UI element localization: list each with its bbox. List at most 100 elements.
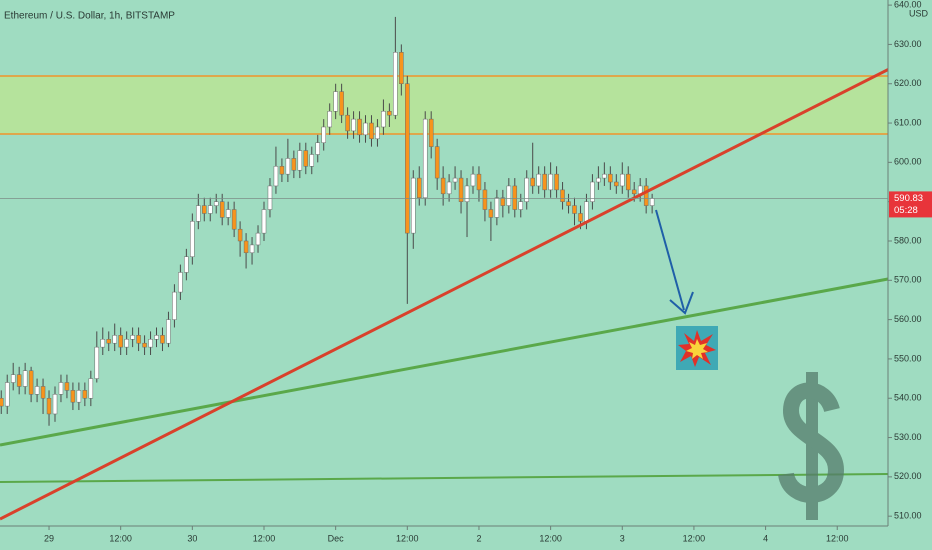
arrow-shaft [655,209,685,311]
explosion-core [686,339,708,359]
candle-body [596,177,601,183]
candle-body [381,111,386,128]
candle-body [584,201,589,222]
candle-body [76,390,82,403]
candle-body [70,390,76,403]
candle-body [578,213,583,222]
candle-body [375,126,380,140]
x-tick-label: 12:00 [826,533,849,543]
candle-body [243,240,249,254]
y-tick-label: 620.00 [894,78,922,88]
y-tick-label: 520.00 [894,471,922,481]
y-tick-label: 540.00 [894,393,922,403]
y-tick-label: 530.00 [894,432,922,442]
candle-body [16,374,22,387]
candle-body [536,173,541,187]
arrow-head [669,291,694,315]
candle-body [255,232,261,246]
candle-body [548,173,553,191]
candle-body [572,205,577,214]
candle-body [0,397,4,407]
candle-body [339,91,344,116]
candle-body [363,122,368,136]
candle-body [625,173,631,191]
candle-body [166,319,171,344]
y-tick-label: 580.00 [894,235,922,245]
x-tick-label: 29 [44,533,54,543]
candle-body [273,166,279,187]
y-tick-label: 570.00 [894,275,922,285]
candle-body [303,150,309,167]
candle-body [88,378,94,399]
candle-body [124,339,129,348]
candle-body [190,221,195,257]
candle-body [369,122,374,140]
lower-trendline [0,473,889,483]
candle-body [160,335,165,344]
candle-body [470,173,476,187]
x-tick-label: 2 [476,533,481,543]
y-tick-label: 560.00 [894,314,922,324]
candle-body [416,177,422,198]
x-tick-label: 4 [763,533,768,543]
candle-body [237,228,243,242]
candle-body [452,177,458,183]
candle-body [208,205,213,214]
candle-body [82,390,88,399]
candle-body [196,205,201,222]
chart-title: Ethereum / U.S. Dollar, 1h, BITSTAMP [4,11,175,22]
candle-body [422,118,428,198]
candle-body [309,154,315,167]
candle-body [178,272,183,293]
y-tick-label: 550.00 [894,353,922,363]
x-tick-label: 30 [187,533,197,543]
resistance-zone [0,76,888,134]
candle-body [136,335,141,344]
x-tick-label: Dec [328,533,345,543]
plot-area [0,16,655,426]
candle-body [560,189,565,202]
dollar-icon [778,372,845,520]
candle-body [494,197,500,218]
candle-body [327,111,332,128]
last-price-label: 590.83 [894,193,923,204]
candle-body [464,185,470,202]
candle-body [10,374,16,383]
candle-body [112,335,117,344]
candle-body [100,339,106,348]
countdown-label: 05:28 [894,205,918,216]
dollar-curve [778,382,845,503]
candle-body [399,52,404,84]
candle-body [106,339,111,344]
candle-body [279,166,285,175]
candle-body [148,339,153,348]
candle-body [291,158,297,171]
candle-body [219,201,225,218]
x-tick-label: 12:00 [396,533,419,543]
candle-body [285,158,291,175]
candle-body [357,118,362,136]
candle-body [405,83,410,234]
x-tick-label: 12:00 [683,533,706,543]
candle-body [231,209,237,230]
candle-body [52,394,58,415]
rising-trendline [0,64,896,521]
y-tick-label: 630.00 [894,39,922,49]
candle-body [118,335,123,348]
candle-body [40,386,46,399]
candle-body [249,244,255,254]
candle-body [530,177,535,187]
y-tick-label: 600.00 [894,157,922,167]
candle-body [524,177,529,202]
candle-body [172,291,177,320]
candle-body [345,114,350,132]
candle-body [130,335,135,340]
candle-body [440,177,446,195]
price-axis [888,0,932,550]
y-tick-label: 510.00 [894,511,922,521]
candle-body [28,370,34,395]
candle-body [434,146,440,179]
candle-body [64,382,70,391]
candle-body [506,185,512,206]
